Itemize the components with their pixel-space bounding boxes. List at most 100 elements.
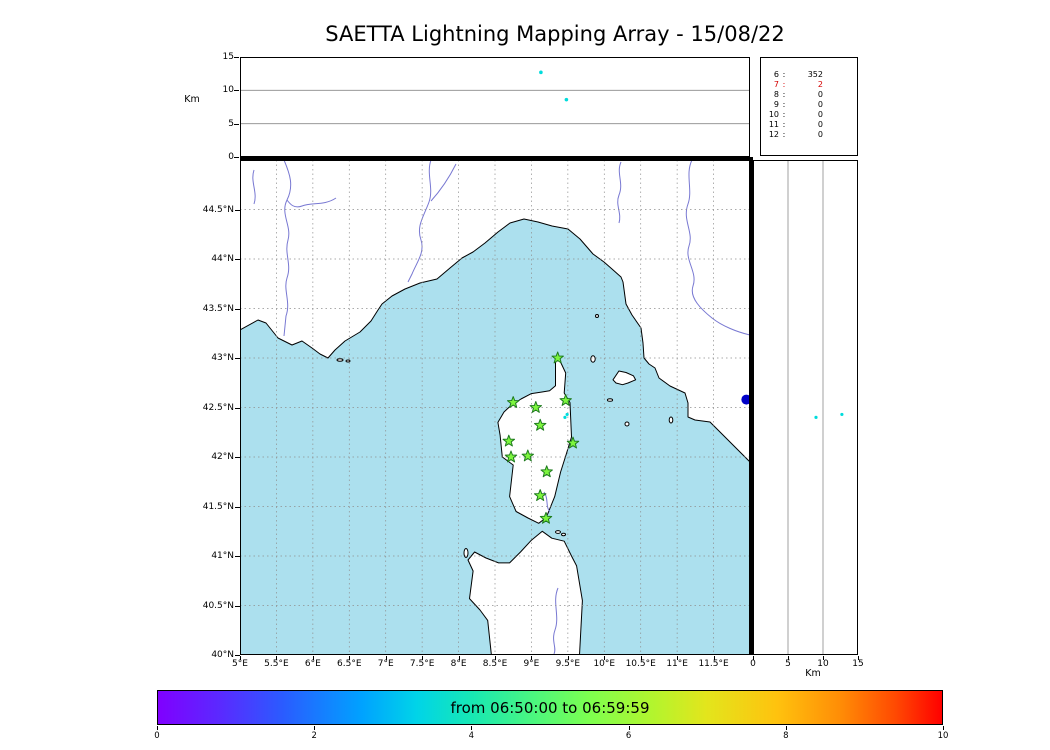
panel-separator	[240, 157, 753, 160]
lon-tick-label: 7.5°E	[409, 659, 435, 669]
tick-mark	[640, 656, 642, 660]
station-count-cell: :	[782, 70, 786, 79]
lon-tick-label: 6°E	[304, 659, 321, 669]
lon-tick-label: 11°E	[666, 659, 688, 669]
altitude-tick-label: 10	[222, 85, 234, 96]
station-star-marker	[529, 401, 542, 413]
colorbar: from 06:50:00 to 06:59:59	[157, 690, 943, 725]
tick-mark	[235, 457, 240, 458]
station-count-cell: :	[782, 110, 786, 119]
colorbar-tick-label: 10	[937, 731, 949, 741]
station-count-cell: 0	[817, 90, 823, 99]
lon-tick-label: 9.5°E	[555, 659, 581, 669]
station-count-rows: 6: 352 7: 2 8: 0 9: 0 10: 0 11: 0 12: 0	[761, 70, 857, 140]
lon-tick-label: 6.5°E	[337, 659, 362, 669]
altitude-tick-label: 5	[785, 659, 791, 669]
island-port-cros	[345, 359, 351, 363]
map-panel	[239, 159, 752, 656]
tick-mark	[235, 506, 240, 508]
panel-frame	[240, 57, 750, 157]
station-count-cell: 0	[817, 130, 823, 139]
river-group	[252, 159, 751, 655]
island-pianosa	[606, 398, 614, 402]
lat-tick-label: 44.5°N	[202, 204, 234, 215]
altitude-latitude-panel	[753, 160, 858, 655]
station-star-marker	[540, 465, 553, 478]
tick-mark	[234, 157, 239, 158]
island-gorgona	[595, 314, 599, 318]
tick-mark	[823, 656, 824, 660]
altitude-tick-label: 10	[817, 659, 829, 669]
tick-mark	[567, 656, 569, 660]
station-star-marker	[504, 450, 518, 463]
lat-tick-label: 44°N	[211, 254, 234, 264]
station-star-marker	[507, 396, 520, 408]
lon-tick-label: 10.5°E	[625, 659, 656, 669]
station-star-marker	[534, 418, 547, 431]
tick-mark	[234, 123, 239, 125]
station-count-cell: 8	[773, 90, 779, 99]
island-montecristo	[624, 421, 630, 427]
station-count-cell: 2	[817, 80, 823, 89]
blue-station-marker	[741, 394, 752, 405]
station-star-marker	[559, 394, 572, 406]
tick-mark	[943, 726, 944, 730]
station-star-marker	[566, 436, 580, 449]
altitude-time-plot	[240, 57, 750, 157]
lat-tick-label: 43°N	[211, 353, 234, 363]
lon-tick-label: 10°E	[593, 659, 616, 669]
island-giglio	[668, 416, 674, 424]
river	[685, 159, 751, 336]
tick-mark	[677, 656, 679, 660]
altitude-tick-label: 5	[228, 118, 234, 129]
station-count-cell: :	[782, 90, 786, 99]
tick-mark	[234, 90, 239, 92]
lon-tick-label: 9°E	[523, 659, 540, 669]
map-markers	[502, 351, 752, 524]
station-count-cell: 6	[773, 70, 779, 79]
station-count-cell: :	[782, 120, 786, 129]
panel-frame	[753, 160, 858, 655]
tick-mark	[713, 656, 715, 660]
island-maddalena	[555, 530, 561, 534]
altitude-time-panel	[240, 57, 750, 157]
land-sardinia	[467, 530, 583, 656]
tick-mark	[458, 656, 460, 660]
tick-mark	[240, 656, 241, 660]
tick-mark	[276, 656, 278, 660]
altitude-tick-label: 15	[852, 659, 864, 669]
island-elba	[612, 370, 637, 386]
tick-mark	[235, 407, 240, 409]
station-count-cell: 10	[768, 110, 779, 119]
tick-mark	[604, 656, 606, 660]
station-count-row: 8: 0	[761, 90, 857, 100]
tick-mark	[235, 209, 240, 211]
tick-mark	[788, 656, 789, 660]
colorbar-tick-label: 8	[783, 731, 789, 741]
river	[617, 161, 622, 224]
station-star-marker	[539, 511, 553, 524]
river	[553, 587, 559, 655]
lon-tick-label: 5.5°E	[264, 659, 289, 669]
vhf-source-dot	[563, 415, 567, 419]
tick-mark	[753, 656, 754, 660]
tick-mark	[235, 308, 240, 310]
tick-mark	[235, 259, 240, 260]
station-count-cell: :	[782, 100, 786, 109]
island-porquerolles	[336, 358, 344, 362]
tick-mark	[495, 656, 496, 660]
island-caprera	[561, 532, 566, 537]
river	[252, 169, 256, 205]
station-count-cell: 7	[773, 80, 779, 89]
vhf-source-dot	[539, 70, 543, 75]
altitude-axis-label: Km	[184, 94, 200, 105]
station-count-row: 10: 0	[761, 110, 857, 120]
vhf-source-dot	[564, 97, 569, 102]
station-count-row: 9: 0	[761, 100, 857, 110]
tick-mark	[628, 726, 630, 730]
station-star-marker	[521, 449, 534, 462]
station-count-row: 11: 0	[761, 120, 857, 130]
vhf-source-dot	[840, 412, 844, 417]
altitude-latitude-plot	[753, 160, 858, 655]
colorbar-tick-label: 0	[154, 731, 160, 741]
